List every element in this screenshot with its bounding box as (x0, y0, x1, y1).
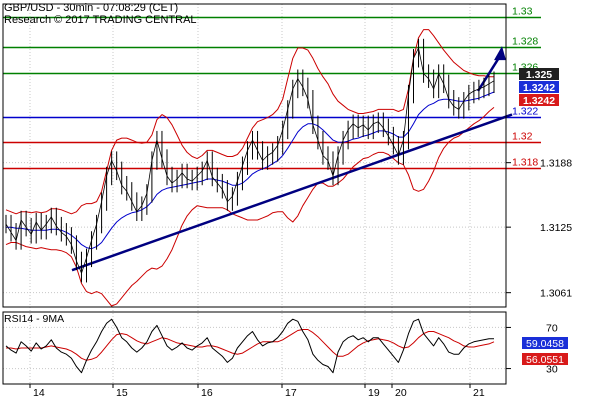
y-tick-label: 1.3061 (540, 288, 572, 300)
rsi-tag: 59.0458 (526, 338, 564, 350)
rsi-tag: 56.0551 (526, 354, 564, 366)
moving-average-line (6, 91, 495, 250)
rsi-tag-box (522, 337, 568, 349)
chart-header-research: Research © 2017 TRADING CENTRAL (4, 14, 197, 26)
x-tick-label: 15 (116, 387, 128, 399)
price-panel-frame (2, 3, 507, 308)
trend-line (71, 113, 513, 272)
x-tick-label: 21 (473, 387, 485, 399)
x-tick-label: 20 (395, 387, 407, 399)
level-label: 1.328 (512, 36, 538, 48)
series-lines (5, 38, 495, 283)
price-tag-box (519, 81, 559, 93)
price-line (5, 47, 495, 274)
chart-header-symbol: GBP/USD - 30min - 07:08:29 (CET) (4, 2, 179, 14)
price-tag: 1.3242 (523, 82, 555, 94)
rsi-panel-frame (2, 311, 507, 385)
price-tag-box (519, 68, 559, 80)
rsi-line (5, 318, 494, 374)
rsi-panel: RSI14 - 9MA (4, 313, 495, 374)
projection-arrow-shaft (476, 55, 502, 92)
y-tick-label: 1.3188 (540, 158, 572, 170)
rsi-tag-box (522, 353, 568, 365)
rsi-tick-label: 70 (546, 322, 558, 334)
price-tag: 1.325 (526, 69, 552, 81)
grid-lines (3, 4, 506, 384)
x-tick-label: 14 (33, 387, 45, 399)
axes: 14 15 16 17 19 20 21 1.3061 1.3125 1.3188 30 70 (2, 3, 572, 399)
x-tick-label: 19 (368, 387, 380, 399)
price-tag: 1.3242 (523, 95, 555, 107)
level-label: 1.318 (512, 157, 538, 169)
level-label: 1.32 (512, 131, 533, 143)
x-tick-label: 17 (285, 387, 297, 399)
level-label: 1.322 (512, 106, 538, 118)
x-tick-label: 16 (201, 387, 213, 399)
rsi-tick-label: 30 (546, 364, 558, 376)
y-tick-label: 1.3125 (540, 222, 572, 234)
projection-arrow-head (494, 46, 506, 61)
price-tag-box (519, 94, 559, 106)
rsi-ma-line (6, 329, 495, 361)
bollinger-lower-line (5, 107, 495, 307)
rsi-panel-title: RSI14 - 9MA (4, 313, 64, 325)
level-label: 1.33 (512, 6, 533, 18)
trend-line-group (71, 46, 513, 272)
